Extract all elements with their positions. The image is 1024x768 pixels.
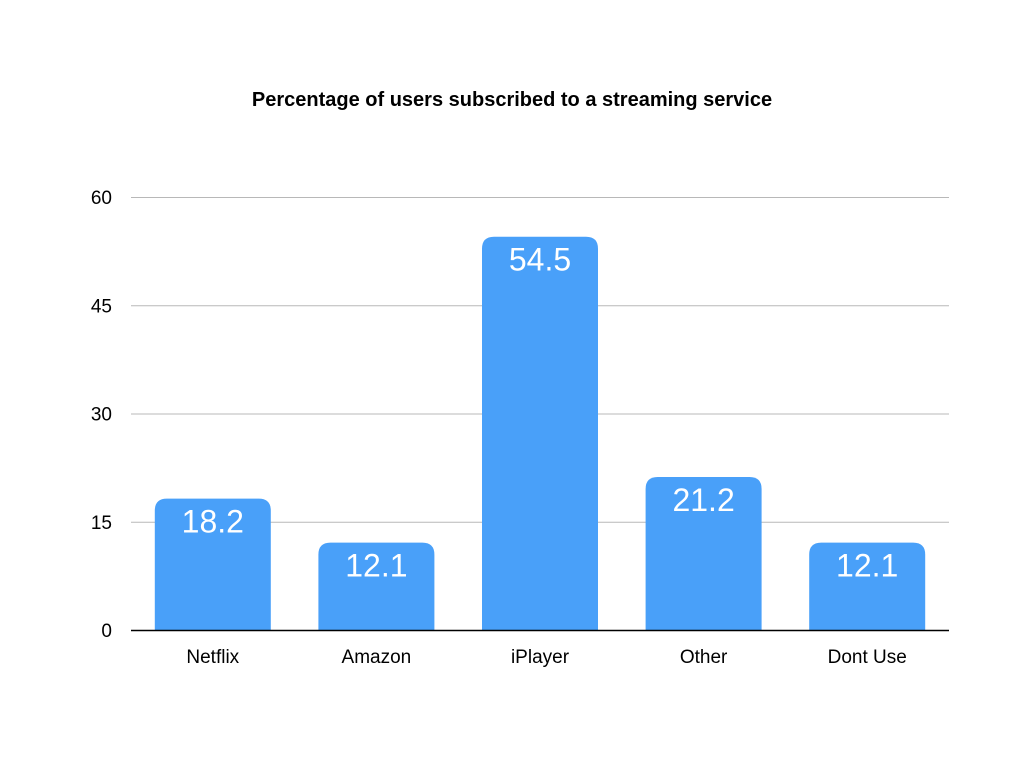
x-tick-label: iPlayer — [511, 647, 570, 668]
y-tick-label: 15 — [91, 513, 112, 534]
x-axis-ticks: Netflix Amazon iPlayer Other Dont Use — [186, 647, 906, 668]
bar-value-label: 12.1 — [345, 548, 407, 584]
bar-iplayer — [482, 236, 598, 631]
x-tick-label: Dont Use — [828, 647, 907, 668]
bar-value-label: 21.2 — [672, 482, 734, 518]
y-tick-label: 0 — [101, 621, 112, 642]
bar-value-label: 18.2 — [182, 504, 244, 540]
bar-value-label: 54.5 — [509, 242, 571, 278]
bar-value-label: 12.1 — [836, 548, 898, 584]
x-tick-label: Amazon — [342, 647, 412, 668]
x-tick-label: Netflix — [186, 647, 239, 668]
y-tick-label: 45 — [91, 296, 112, 317]
bar-dont-use — [809, 542, 926, 630]
bars: 18.2 12.1 54.5 21.2 12.1 — [154, 236, 926, 631]
bar-netflix — [154, 498, 271, 630]
bar-amazon — [318, 542, 435, 630]
chart-title: Percentage of users subscribed to a stre… — [252, 89, 772, 111]
x-tick-label: Other — [680, 647, 728, 668]
y-tick-label: 30 — [91, 405, 112, 426]
y-axis-ticks: 0 15 30 45 60 — [91, 188, 112, 642]
y-tick-label: 60 — [91, 188, 112, 209]
bar-other — [645, 477, 762, 630]
